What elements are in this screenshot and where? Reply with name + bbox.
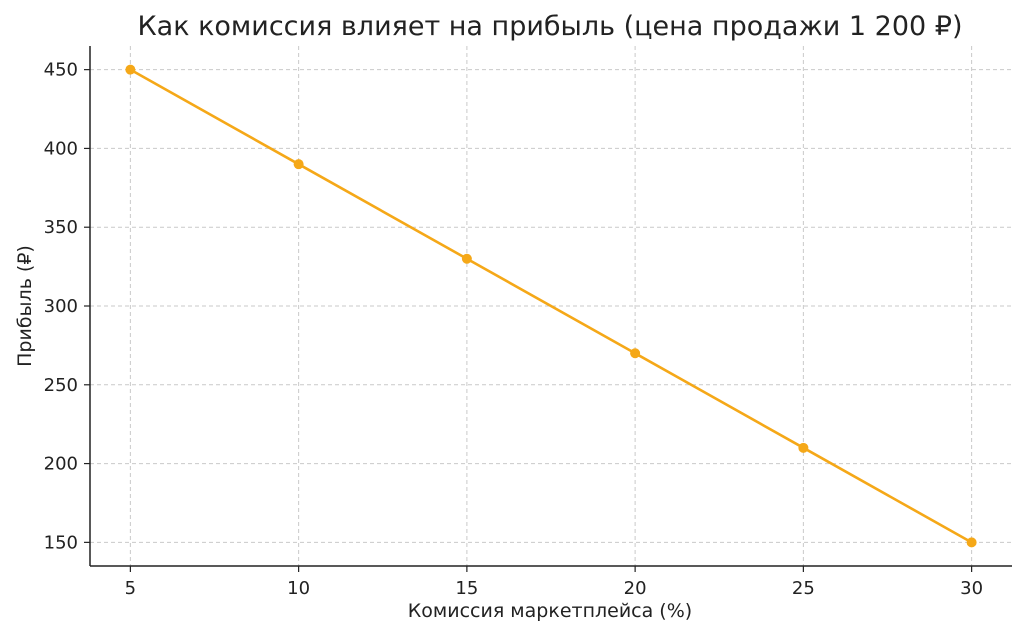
y-tick-label: 450 (44, 60, 78, 81)
data-point (798, 442, 809, 453)
chart-title: Как комиссия влияет на прибыль (цена про… (137, 11, 962, 42)
data-point (125, 64, 136, 75)
y-axis-label: Прибыль (₽) (14, 245, 36, 367)
x-tick-label: 15 (455, 578, 478, 599)
y-tick-label: 400 (44, 138, 78, 159)
x-tick-label: 20 (624, 578, 647, 599)
data-point (293, 159, 304, 170)
x-tick-label: 5 (125, 578, 136, 599)
x-axis-label: Комиссия маркетплейса (%) (408, 600, 692, 622)
y-tick-label: 300 (44, 296, 78, 317)
data-point (461, 253, 472, 264)
series-layer (125, 64, 977, 548)
x-tick-label: 25 (792, 578, 815, 599)
x-tick-label: 30 (960, 578, 983, 599)
series-line (129, 68, 973, 544)
grid-layer (90, 46, 1012, 566)
y-tick-label: 200 (44, 454, 78, 475)
x-tick-label: 10 (287, 578, 310, 599)
y-tick-label: 350 (44, 217, 78, 238)
y-tick-label: 250 (44, 375, 78, 396)
ticks-layer: 5 10 15 20 25 30 150 200 250 300 350 400 450 (44, 60, 983, 599)
data-point (630, 348, 641, 359)
data-point (966, 537, 977, 548)
y-tick-label: 150 (44, 532, 78, 553)
